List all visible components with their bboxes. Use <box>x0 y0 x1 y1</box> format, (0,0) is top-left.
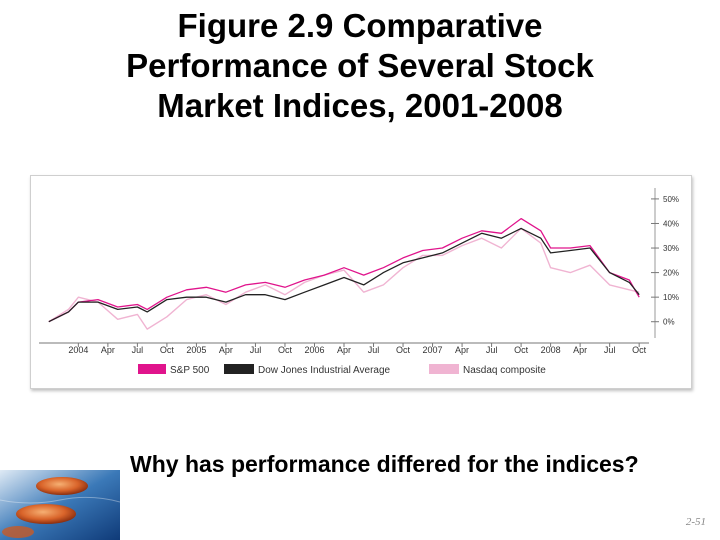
x-tick-label: Oct <box>514 345 529 355</box>
series-line-1 <box>48 227 640 323</box>
x-tick-label: 2005 <box>186 345 206 355</box>
title-line-2: Performance of Several Stock <box>126 47 594 84</box>
legend-swatch-2 <box>429 364 459 374</box>
slide-title: Figure 2.9 Comparative Performance of Se… <box>30 6 690 126</box>
x-tick-label: Jul <box>368 345 380 355</box>
page-number: 2-51 <box>685 516 706 528</box>
performance-chart: 2004 Apr Jul Oct 2005 Apr Jul Oct 2006 Apr Jul Oct 2… <box>39 188 679 376</box>
x-tick-label: Apr <box>573 345 587 355</box>
y-tick-label: 50% <box>663 195 679 204</box>
x-tick-label: 2004 <box>68 345 88 355</box>
y-tick-label: 10% <box>663 293 679 302</box>
series-line-2 <box>48 227 640 330</box>
chart-frame: 2004 Apr Jul Oct 2005 Apr Jul Oct 2006 Apr Jul Oct 2… <box>30 175 692 389</box>
x-tick-label: Oct <box>278 345 293 355</box>
series-line-0 <box>48 217 640 323</box>
legend-swatch-0 <box>138 364 166 374</box>
x-tick-label: Oct <box>160 345 175 355</box>
x-tick-label: Apr <box>101 345 115 355</box>
x-tick-label: Apr <box>455 345 469 355</box>
title-line-3: Market Indices, 2001-2008 <box>157 87 563 124</box>
x-tick-label: 2006 <box>304 345 324 355</box>
y-tick-label: 20% <box>663 269 679 278</box>
discussion-question: Why has performance differed for the ind… <box>130 451 639 477</box>
legend-label-0: S&P 500 <box>170 365 210 376</box>
x-tick-label: Apr <box>337 345 351 355</box>
x-tick-label: Oct <box>632 345 647 355</box>
x-tick-label: 2007 <box>423 345 443 355</box>
legend-swatch-1 <box>224 364 254 374</box>
x-tick-label: Jul <box>250 345 262 355</box>
x-tick-label: Jul <box>604 345 616 355</box>
y-tick-label: 30% <box>663 244 679 253</box>
x-tick-label: Jul <box>486 345 498 355</box>
stones-in-water-image <box>0 470 120 540</box>
x-tick-label: 2008 <box>541 345 561 355</box>
title-line-1: Figure 2.9 Comparative <box>177 7 543 44</box>
x-tick-label: Jul <box>132 345 144 355</box>
legend-label-1: Dow Jones Industrial Average <box>258 365 391 376</box>
y-tick-label: 0% <box>663 318 675 327</box>
y-tick-label: 40% <box>663 219 679 228</box>
x-tick-label: Apr <box>219 345 233 355</box>
legend-label-2: Nasdaq composite <box>463 365 546 376</box>
x-tick-label: Oct <box>396 345 411 355</box>
